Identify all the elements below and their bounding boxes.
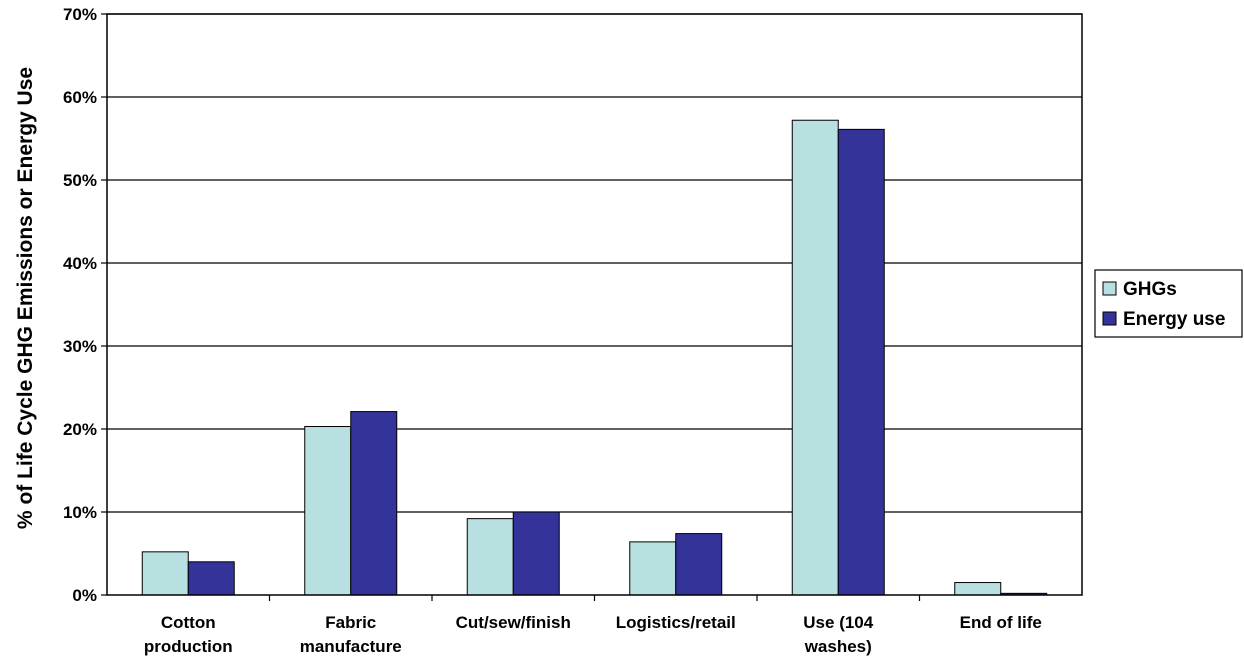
- x-tick-label: washes): [804, 637, 872, 656]
- bar-ghgs: [791, 119, 839, 596]
- x-tick-label: Logistics/retail: [616, 613, 736, 632]
- bars: [141, 119, 1048, 596]
- bar-energy-use: [350, 411, 398, 596]
- plot-frame: [106, 13, 1083, 596]
- bar-energy-use: [512, 511, 560, 596]
- axes: [106, 13, 1083, 601]
- y-tick-label: 30%: [63, 337, 97, 356]
- bar-energy-use: [837, 128, 885, 596]
- legend-label: Energy use: [1123, 309, 1225, 330]
- y-tick-label: 40%: [63, 254, 97, 273]
- bar-ghgs: [304, 426, 352, 596]
- bar-ghgs: [141, 551, 189, 596]
- legend-label: GHGs: [1123, 279, 1177, 300]
- x-tick-labels: Cotton production Fabric manufacture Cut/sew…: [144, 613, 1042, 656]
- legend-swatch: [1102, 311, 1117, 326]
- y-tick-label: 20%: [63, 420, 97, 439]
- bar-energy-use: [187, 561, 235, 596]
- x-tick-label: production: [144, 637, 233, 656]
- x-tick-label: Fabric: [325, 613, 376, 632]
- x-tick-label: Use (104: [803, 613, 873, 632]
- bar-ghgs: [629, 541, 677, 596]
- x-tick-label: Cut/sew/finish: [456, 613, 571, 632]
- y-axis-label: % of Life Cycle GHG Emissions or Energy …: [14, 67, 37, 529]
- y-tick-label: 60%: [63, 88, 97, 107]
- bar-ghgs: [954, 582, 1002, 596]
- bar-ghgs: [466, 518, 514, 596]
- y-tick-label: 10%: [63, 503, 97, 522]
- bar-energy-use: [675, 533, 723, 596]
- y-tick-label: 70%: [63, 5, 97, 24]
- gridlines: [107, 13, 1082, 513]
- y-tick-label: 0%: [72, 586, 97, 605]
- x-tick-label: manufacture: [300, 637, 402, 656]
- y-tick-label: 50%: [63, 171, 97, 190]
- legend-swatch: [1102, 281, 1117, 296]
- x-tick-label: End of life: [960, 613, 1042, 632]
- y-tick-labels: 0% 10% 20% 30% 40% 50% 60% 70%: [63, 5, 107, 605]
- x-tick-label: Cotton: [161, 613, 216, 632]
- legend-box: [1094, 269, 1243, 338]
- legend: GHGs Energy use: [1094, 269, 1243, 338]
